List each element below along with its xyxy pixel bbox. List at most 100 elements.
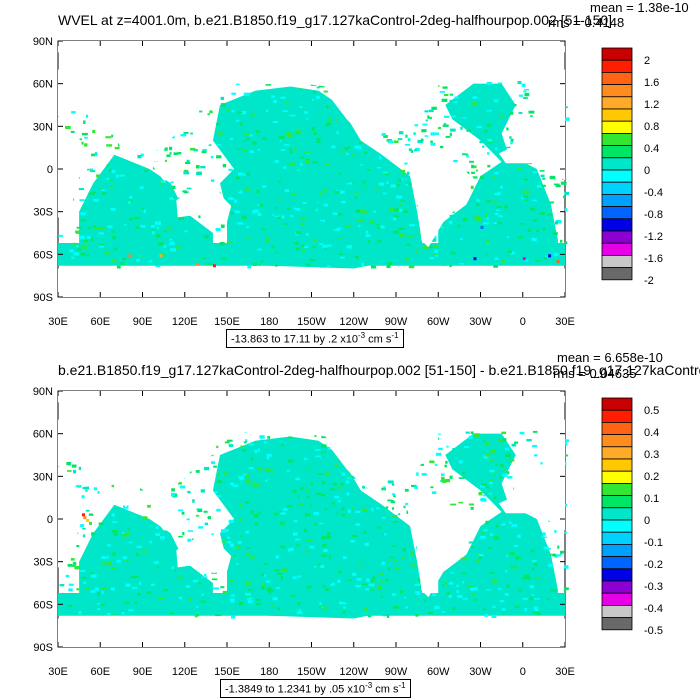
field-cell bbox=[380, 521, 387, 525]
field-cell bbox=[517, 534, 521, 538]
field-cell bbox=[415, 588, 421, 591]
field-cell bbox=[397, 138, 403, 141]
field-cell bbox=[144, 169, 148, 172]
field-cell bbox=[295, 130, 301, 134]
field-cell bbox=[514, 566, 518, 570]
field-cell bbox=[355, 191, 359, 194]
field-extreme-cell bbox=[83, 516, 87, 520]
field-cell bbox=[81, 576, 87, 579]
field-cell bbox=[506, 471, 510, 475]
field-cell bbox=[195, 165, 200, 169]
field-cell bbox=[333, 229, 336, 231]
field-cell bbox=[231, 109, 235, 113]
field-cell bbox=[563, 587, 569, 591]
field-cell bbox=[91, 153, 96, 157]
panel-1-map: 90N 60N 30N 0 30S 60S 90S 30E 60E 90E 120E 150E 180… bbox=[33, 36, 575, 328]
lon-tick-label: 120W bbox=[339, 666, 368, 678]
field-cell bbox=[94, 152, 98, 155]
field-cell bbox=[441, 98, 448, 102]
field-cell bbox=[228, 444, 234, 447]
colorbar-label: -0.1 bbox=[644, 537, 663, 549]
field-cell bbox=[267, 435, 271, 439]
field-cell bbox=[236, 176, 240, 180]
field-cell bbox=[518, 236, 524, 239]
field-cell bbox=[149, 540, 152, 544]
field-cell bbox=[67, 470, 72, 472]
field-cell bbox=[434, 249, 439, 253]
field-cell bbox=[470, 185, 474, 190]
field-cell bbox=[321, 554, 327, 557]
field-cell bbox=[116, 265, 121, 269]
field-cell bbox=[163, 589, 168, 592]
field-cell bbox=[169, 238, 173, 241]
field-cell bbox=[487, 152, 490, 155]
field-cell bbox=[332, 212, 338, 216]
field-cell bbox=[500, 114, 505, 117]
field-cell bbox=[425, 119, 428, 122]
lon-tick-label: 60W bbox=[427, 666, 450, 678]
field-cell bbox=[313, 238, 317, 241]
field-cell bbox=[564, 531, 568, 534]
colorbar-box bbox=[601, 397, 633, 411]
panel-2-title: b.e21.B1850.f19_g17.127kaControl-2deg-ha… bbox=[58, 362, 700, 378]
colorbar-label: 0 bbox=[644, 165, 650, 177]
field-cell bbox=[237, 541, 242, 544]
field-cell bbox=[232, 233, 237, 236]
field-cell bbox=[542, 177, 546, 180]
colorbar-label: 2 bbox=[644, 55, 650, 67]
field-cell bbox=[255, 598, 261, 601]
ocean-region bbox=[438, 433, 558, 612]
field-cell bbox=[139, 581, 142, 585]
field-cell bbox=[201, 600, 206, 603]
field-cell bbox=[296, 575, 302, 578]
field-cell bbox=[468, 435, 473, 440]
field-cell bbox=[414, 485, 418, 489]
field-cell bbox=[440, 263, 447, 266]
lon-tick-label: 150E bbox=[214, 666, 240, 678]
field-cell bbox=[299, 503, 305, 506]
field-cell bbox=[414, 246, 418, 251]
field-cell bbox=[336, 131, 340, 134]
field-cell bbox=[318, 153, 323, 157]
lon-tick-label: 30W bbox=[469, 316, 492, 328]
field-cell bbox=[84, 143, 88, 147]
panel-1-colorbar: 2 1.6 1.2 0.8 0.4 0 -0.4 -0.8 -1.2 -1.6 -2 bbox=[601, 47, 663, 287]
field-cell bbox=[393, 230, 399, 234]
field-cell bbox=[229, 137, 234, 141]
field-cell bbox=[300, 217, 306, 220]
field-cell bbox=[479, 140, 484, 144]
field-cell bbox=[416, 472, 419, 476]
lon-tick-label: 150W bbox=[297, 316, 326, 328]
field-cell bbox=[164, 159, 167, 163]
field-cell bbox=[481, 531, 485, 535]
field-cell bbox=[222, 147, 225, 150]
field-cell bbox=[306, 152, 310, 155]
field-cell bbox=[306, 585, 312, 589]
field-cell bbox=[506, 127, 509, 131]
field-cell bbox=[553, 183, 560, 186]
field-cell bbox=[555, 219, 562, 224]
field-cell bbox=[160, 202, 167, 206]
field-cell bbox=[343, 144, 349, 148]
field-cell bbox=[386, 614, 390, 618]
field-cell bbox=[145, 579, 151, 582]
field-cell bbox=[399, 203, 402, 207]
field-cell bbox=[322, 585, 326, 588]
field-cell bbox=[277, 471, 283, 475]
field-cell bbox=[486, 486, 490, 489]
field-cell bbox=[286, 504, 293, 508]
field-cell bbox=[410, 564, 417, 567]
field-cell bbox=[147, 504, 151, 508]
field-cell bbox=[467, 599, 470, 604]
field-cell bbox=[339, 256, 346, 259]
field-cell bbox=[448, 594, 452, 598]
field-cell bbox=[286, 469, 291, 472]
field-cell bbox=[520, 223, 525, 225]
field-cell bbox=[498, 438, 503, 442]
field-cell bbox=[391, 483, 395, 486]
field-cell bbox=[341, 513, 345, 517]
field-cell bbox=[370, 588, 374, 591]
field-cell bbox=[118, 174, 125, 177]
field-cell bbox=[222, 590, 228, 594]
ocean-region bbox=[79, 154, 213, 262]
